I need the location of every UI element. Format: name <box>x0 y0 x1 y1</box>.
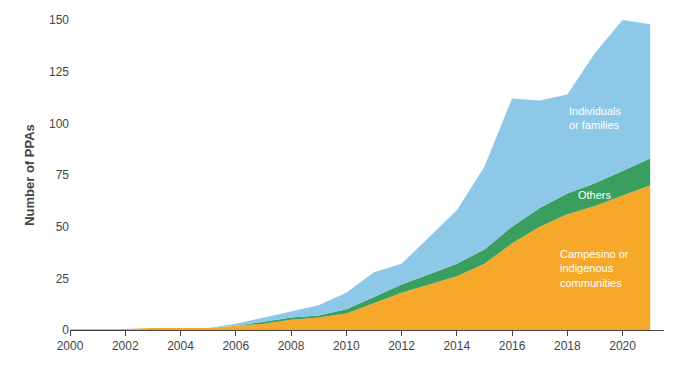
svg-text:2006: 2006 <box>222 339 249 353</box>
svg-text:2014: 2014 <box>443 339 470 353</box>
svg-text:50: 50 <box>56 220 70 234</box>
svg-text:25: 25 <box>56 272 70 286</box>
svg-text:Campesino orindigenouscommunit: Campesino orindigenouscommunities <box>560 248 629 289</box>
svg-text:2012: 2012 <box>388 339 415 353</box>
svg-text:2000: 2000 <box>57 339 84 353</box>
svg-text:2008: 2008 <box>278 339 305 353</box>
svg-text:2020: 2020 <box>609 339 636 353</box>
svg-text:2016: 2016 <box>499 339 526 353</box>
svg-text:100: 100 <box>49 117 69 131</box>
svg-text:2010: 2010 <box>333 339 360 353</box>
svg-text:Others: Others <box>578 189 612 201</box>
svg-text:2002: 2002 <box>112 339 139 353</box>
svg-text:150: 150 <box>49 13 69 27</box>
svg-text:75: 75 <box>56 168 70 182</box>
svg-text:0: 0 <box>62 323 69 337</box>
svg-text:2018: 2018 <box>554 339 581 353</box>
svg-text:2004: 2004 <box>167 339 194 353</box>
svg-text:Number of PPAs: Number of PPAs <box>22 124 37 226</box>
svg-text:125: 125 <box>49 65 69 79</box>
svg-text:Individualsor families: Individualsor families <box>569 105 621 131</box>
